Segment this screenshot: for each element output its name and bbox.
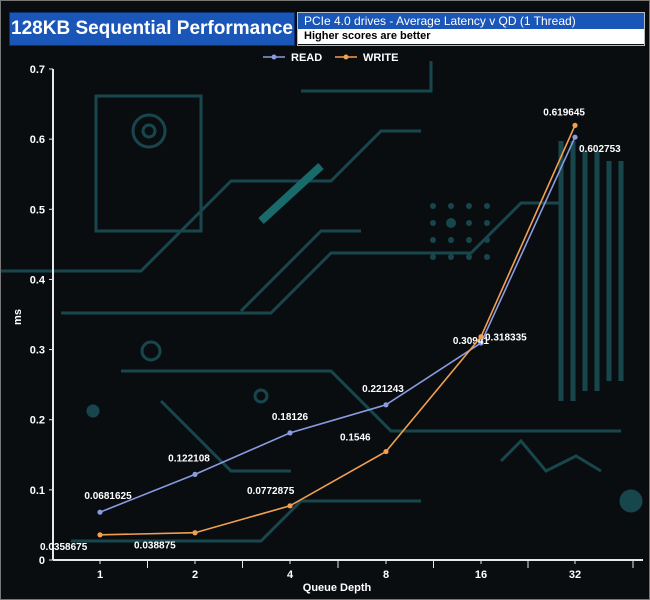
y-ticks: 0 0.1 0.2 0.3 0.4 0.5 0.6 0.7: [30, 64, 53, 567]
y-tick-label: 0.2: [30, 415, 45, 427]
data-label-read: 0.30941: [453, 336, 490, 347]
y-tick-label: 0: [39, 555, 45, 567]
x-tick-label: 1: [97, 569, 103, 581]
data-label-write: 0.1546: [340, 433, 371, 444]
circuit-background: [1, 61, 643, 543]
data-label-write: 0.318335: [485, 333, 527, 344]
data-label-read: 0.221243: [362, 384, 404, 395]
x-ticks: 1 2 4 8 16 32: [97, 560, 634, 581]
series-layer: 0.06816250.1221080.181260.2212430.309410…: [40, 107, 621, 552]
y-tick-label: 0.1: [30, 485, 45, 497]
data-label-write: 0.0772875: [247, 486, 295, 497]
data-label-write: 0.0358675: [40, 542, 88, 553]
x-tick-label: 32: [569, 569, 581, 581]
y-tick-label: 0.4: [30, 274, 46, 286]
series-line-read: [99, 136, 576, 513]
data-point-read: [383, 402, 389, 408]
legend-marker-read: [271, 54, 277, 60]
legend-marker-write: [343, 54, 349, 60]
x-tick-label: 8: [383, 569, 389, 581]
chart-note: Higher scores are better: [298, 29, 644, 44]
y-tick-label: 0.7: [30, 64, 45, 76]
subtitle-box: PCIe 4.0 drives - Average Latency v QD (…: [297, 12, 645, 46]
chart-subtitle: PCIe 4.0 drives - Average Latency v QD (…: [298, 13, 644, 29]
axes: [52, 69, 643, 561]
data-label-read: 0.602753: [579, 144, 621, 155]
series-line-write: [99, 125, 576, 536]
legend: READ WRITE: [263, 52, 398, 64]
data-label-write: 0.038875: [134, 541, 176, 552]
x-tick-label: 4: [287, 569, 294, 581]
data-point-read: [192, 471, 198, 477]
data-label-read: 0.0681625: [84, 491, 132, 502]
data-label-read: 0.122108: [168, 453, 210, 464]
data-label-write: 0.619645: [543, 107, 585, 118]
data-point-write: [192, 530, 198, 536]
data-point-read: [478, 340, 484, 346]
y-tick-label: 0.3: [30, 345, 45, 357]
chart-title: 128KB Sequential Performance: [9, 12, 295, 46]
x-tick-label: 2: [192, 569, 198, 581]
data-point-read: [97, 509, 103, 515]
data-point-write: [572, 122, 578, 128]
legend-label-write: WRITE: [363, 52, 398, 64]
data-point-write: [383, 448, 389, 455]
x-axis-label: Queue Depth: [303, 582, 372, 594]
x-tick-label: 16: [475, 569, 487, 581]
data-point-write: [287, 503, 293, 509]
legend-label-read: READ: [291, 52, 322, 64]
data-label-read: 0.18126: [272, 412, 309, 423]
data-point-write: [478, 334, 484, 340]
y-tick-label: 0.6: [30, 134, 45, 146]
data-point-read: [287, 430, 293, 436]
data-point-read: [572, 134, 578, 140]
data-point-write: [97, 532, 103, 538]
y-axis-label: ms: [12, 309, 24, 325]
y-tick-label: 0.5: [30, 204, 45, 216]
